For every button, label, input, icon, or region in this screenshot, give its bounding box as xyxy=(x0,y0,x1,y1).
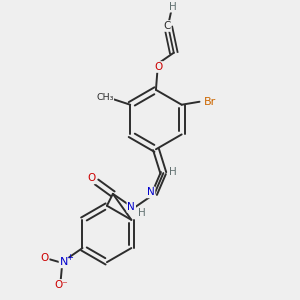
Text: N: N xyxy=(60,257,68,267)
Text: O: O xyxy=(104,93,112,103)
Text: N: N xyxy=(147,188,154,197)
Text: CH₃: CH₃ xyxy=(96,93,114,102)
Text: O⁻: O⁻ xyxy=(54,280,68,290)
Text: H: H xyxy=(169,167,177,177)
Text: H: H xyxy=(138,208,146,218)
Text: Br: Br xyxy=(204,97,216,107)
Text: C: C xyxy=(163,21,171,31)
Text: N: N xyxy=(128,202,135,212)
Text: +: + xyxy=(66,253,73,262)
Text: H: H xyxy=(169,2,177,12)
Text: O: O xyxy=(40,253,49,263)
Text: O: O xyxy=(87,173,95,183)
Text: O: O xyxy=(154,62,162,72)
